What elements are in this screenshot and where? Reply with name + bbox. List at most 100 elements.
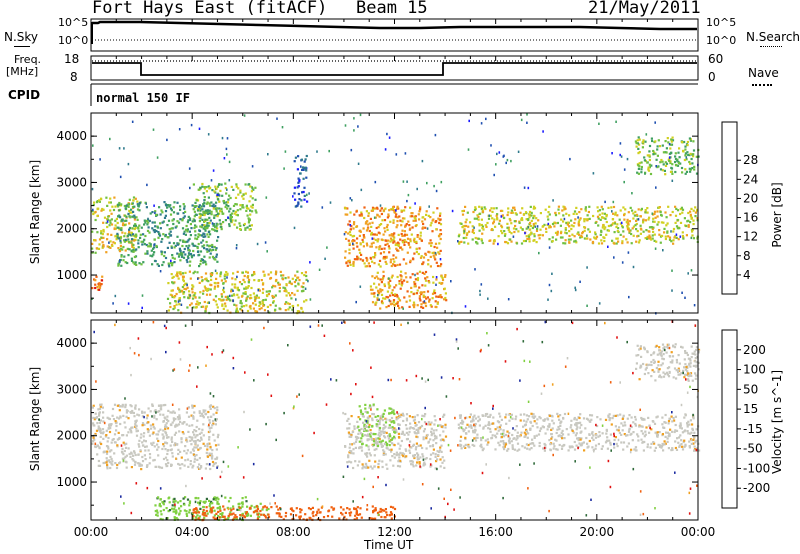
data-cell [366,429,370,432]
data-cell [164,463,168,466]
data-cell [210,210,213,213]
data-cell [463,241,466,244]
data-cell [107,436,110,440]
data-cell [381,415,385,418]
data-cell [437,450,441,454]
data-cell [215,195,219,198]
data-cell [363,424,366,427]
data-cell [641,141,644,144]
data-cell [397,460,400,463]
data-cell [175,517,178,520]
data-cell [254,209,257,212]
data-cell [130,411,133,414]
data-cell [279,270,282,273]
data-cell [158,502,161,506]
data-cell [390,513,393,516]
data-cell [601,226,604,229]
data-cell [444,292,447,295]
data-cell [662,449,665,452]
data-cell [637,136,640,139]
data-cell [594,444,598,447]
data-cell [371,419,374,422]
data-cell [497,235,500,238]
data-cell [194,442,197,445]
data-cell [153,410,156,413]
data-cell [200,438,203,441]
data-cell [594,447,597,450]
data-cell [609,443,612,446]
data-cell [527,234,530,237]
data-cell [198,515,201,518]
data-cell [378,459,381,462]
data-cell [101,246,104,249]
data-cell [621,242,624,245]
data-cell [354,507,358,510]
data-cell [173,497,176,500]
data-cell [559,414,562,417]
data-cell [634,424,637,427]
data-cell [389,426,392,429]
data-cell [218,505,221,508]
data-cell [162,503,165,506]
speckle [645,133,648,136]
data-cell [372,237,375,240]
data-cell [353,221,356,224]
data-cell [605,220,608,224]
data-cell [260,279,263,282]
data-cell [197,448,200,451]
data-cell [663,421,666,424]
data-cell [170,245,173,248]
data-cell [209,293,212,296]
data-cell [397,423,400,426]
data-cell [269,277,272,280]
data-cell [295,514,298,517]
data-cell [124,446,128,449]
data-cell [248,218,251,221]
data-cell [375,233,378,236]
data-cell [260,513,263,516]
data-cell [195,508,198,511]
data-cell [437,217,440,220]
data-cell [210,452,213,455]
data-cell [156,437,159,440]
data-cell [125,411,128,414]
data-cell [359,418,362,421]
data-cell [114,441,117,444]
data-cell [255,211,258,214]
data-cell [641,432,645,435]
data-cell [424,304,428,308]
data-cell [93,438,96,441]
data-cell [203,224,206,227]
data-cell [387,215,390,218]
data-cell [172,242,176,245]
data-cell [588,217,591,220]
data-cell [377,238,380,241]
data-cell [533,435,536,438]
data-cell [644,211,647,214]
data-cell [146,414,149,417]
data-cell [415,432,418,435]
data-cell [565,428,568,431]
data-cell [190,227,193,230]
data-cell [348,259,351,262]
data-cell [245,204,248,207]
data-cell [97,425,100,428]
data-cell [256,507,259,511]
speckle [512,235,515,238]
data-cell [355,509,358,512]
data-cell [344,207,347,210]
data-cell [113,452,116,455]
data-cell [651,234,654,237]
data-cell [172,282,175,285]
data-cell [546,215,549,218]
data-cell [162,420,165,423]
data-cell [676,164,680,167]
data-cell [660,446,663,449]
data-cell [210,500,213,503]
data-cell [612,205,616,209]
data-cell [559,236,563,239]
data-cell [519,226,522,229]
data-cell [365,256,368,260]
data-cell [412,443,415,446]
data-cell [198,281,201,284]
